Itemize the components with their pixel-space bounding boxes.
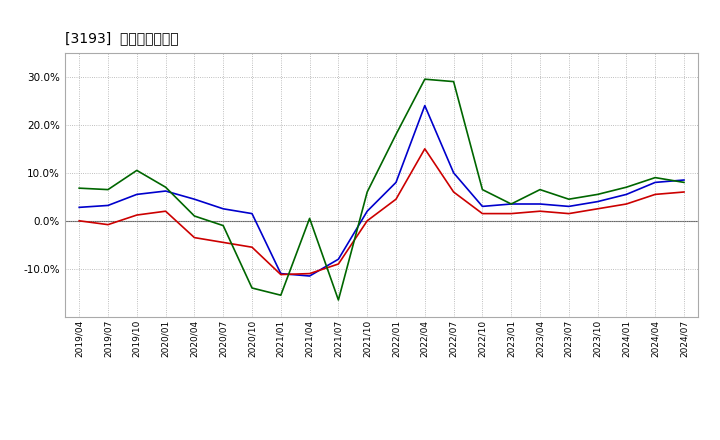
Text: [3193]  マージンの推移: [3193] マージンの推移 bbox=[65, 31, 179, 45]
